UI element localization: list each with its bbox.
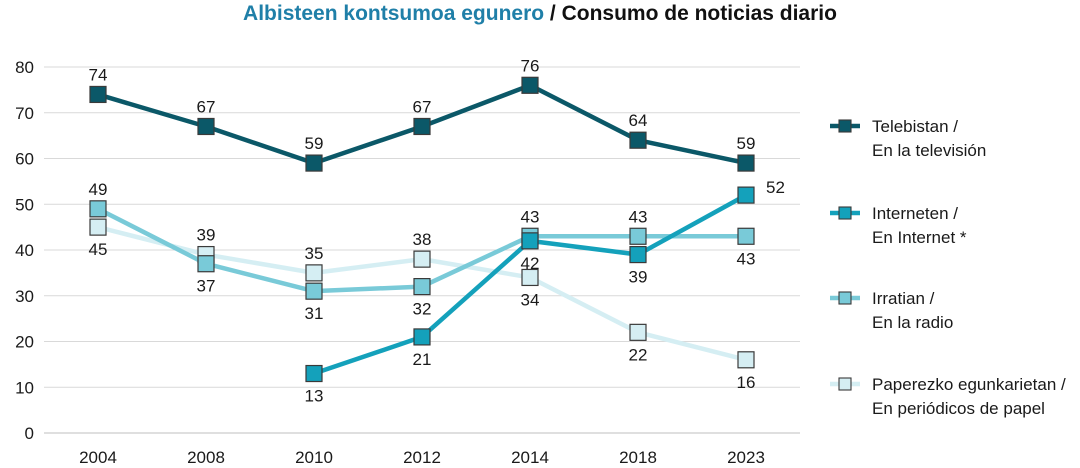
x-tick-label: 2008 xyxy=(187,448,225,467)
data-point-tv xyxy=(629,131,647,149)
data-label-tv: 64 xyxy=(629,111,648,130)
y-tick-label: 70 xyxy=(15,104,34,123)
x-tick-label: 2004 xyxy=(79,448,117,467)
y-tick-label: 60 xyxy=(15,150,34,169)
data-label-paper: 45 xyxy=(89,240,108,259)
data-label-radio: 49 xyxy=(89,180,108,199)
x-tick-label: 2023 xyxy=(727,448,765,467)
chart-title: Albisteen kontsumoa egunero / Consumo de… xyxy=(0,2,1080,26)
data-point-paper xyxy=(413,250,431,268)
legend-marker-internet xyxy=(838,206,852,220)
legend-marker-tv xyxy=(838,119,852,133)
data-label-internet: 42 xyxy=(521,254,540,273)
data-label-tv: 67 xyxy=(197,97,216,116)
data-point-tv xyxy=(197,117,215,136)
data-point-tv xyxy=(305,154,323,172)
data-point-paper xyxy=(737,351,755,369)
data-label-tv: 67 xyxy=(413,97,432,116)
y-tick-label: 0 xyxy=(25,424,34,443)
data-label-paper: 35 xyxy=(305,244,324,263)
legend-label-paper: Paperezko egunkarietan / xyxy=(872,375,1066,394)
data-label-radio: 37 xyxy=(197,277,216,296)
legend-label-radio: Irratian / xyxy=(872,289,935,308)
data-label-internet: 21 xyxy=(413,350,432,369)
data-point-radio xyxy=(629,227,647,245)
data-point-internet xyxy=(305,364,323,383)
data-point-radio xyxy=(737,227,755,245)
data-label-paper: 34 xyxy=(521,290,540,309)
legend-label-radio: En la radio xyxy=(872,313,953,332)
x-tick-label: 2014 xyxy=(511,448,549,467)
data-label-tv: 76 xyxy=(521,56,540,75)
data-label-paper: 38 xyxy=(413,230,432,249)
legend-marker-paper xyxy=(838,377,852,391)
y-tick-label: 80 xyxy=(15,58,34,77)
data-point-internet xyxy=(629,245,647,264)
data-label-internet: 52 xyxy=(766,178,785,197)
x-tick-label: 2012 xyxy=(403,448,441,467)
legend-marker-radio xyxy=(838,291,852,305)
data-label-tv: 59 xyxy=(305,134,324,153)
legend-label-internet: Interneten / xyxy=(872,204,958,223)
legend-label-internet: En Internet * xyxy=(872,228,967,247)
data-label-internet: 13 xyxy=(305,387,324,406)
x-tick-label: 2018 xyxy=(619,448,657,467)
data-point-tv xyxy=(737,154,755,172)
chart-title-spanish: / Consumo de noticias diario xyxy=(544,2,837,25)
data-label-paper: 39 xyxy=(197,226,216,245)
data-point-internet xyxy=(413,328,431,346)
data-label-internet: 39 xyxy=(629,268,648,287)
data-label-tv: 74 xyxy=(89,65,108,84)
x-tick-label: 2010 xyxy=(295,448,333,467)
data-label-radio: 43 xyxy=(521,207,540,226)
y-tick-label: 10 xyxy=(15,378,34,397)
data-point-radio xyxy=(413,278,431,296)
data-point-radio xyxy=(305,282,323,300)
data-label-tv: 59 xyxy=(737,134,756,153)
y-tick-label: 20 xyxy=(15,333,34,352)
data-point-tv xyxy=(413,117,431,136)
data-point-internet xyxy=(737,186,755,204)
data-label-radio: 32 xyxy=(413,300,432,319)
legend-label-paper: En periódicos de papel xyxy=(872,399,1045,418)
data-point-paper xyxy=(305,264,323,282)
data-point-paper xyxy=(521,268,539,287)
chart-title-basque: Albisteen kontsumoa egunero xyxy=(243,2,545,25)
legend-label-tv: En la televisión xyxy=(872,141,986,160)
data-label-radio: 43 xyxy=(629,207,648,226)
data-point-internet xyxy=(521,232,539,250)
y-tick-label: 40 xyxy=(15,241,34,260)
data-label-paper: 16 xyxy=(737,373,756,392)
data-label-radio: 43 xyxy=(737,249,756,268)
data-point-tv xyxy=(521,76,539,94)
data-point-paper xyxy=(89,218,107,236)
data-point-paper xyxy=(629,323,647,341)
data-point-tv xyxy=(89,85,107,104)
legend-label-tv: Telebistan / xyxy=(872,117,958,136)
data-point-radio xyxy=(89,200,107,218)
data-label-radio: 31 xyxy=(305,304,324,323)
data-point-radio xyxy=(197,255,215,273)
y-tick-label: 50 xyxy=(15,195,34,214)
y-tick-label: 30 xyxy=(15,287,34,306)
data-label-paper: 22 xyxy=(629,345,648,364)
